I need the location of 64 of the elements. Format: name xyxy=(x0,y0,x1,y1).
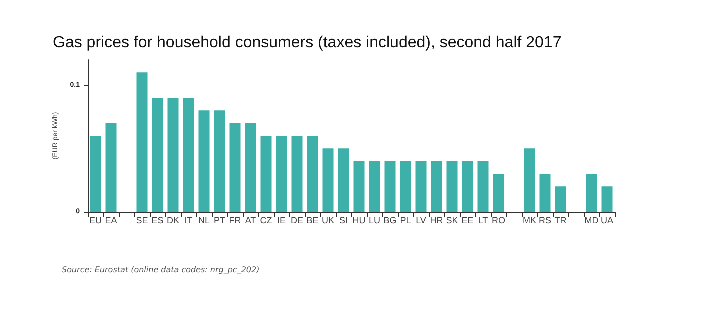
bar xyxy=(431,161,442,212)
x-tick-label: PT xyxy=(214,216,226,226)
bar xyxy=(493,174,504,212)
x-tick-label: EE xyxy=(462,216,474,226)
x-tick-label: BG xyxy=(384,216,397,226)
x-tick-label: DK xyxy=(166,216,180,226)
x-tick-label: BE xyxy=(306,216,319,226)
bar xyxy=(230,123,241,212)
x-tick-label: UK xyxy=(322,216,335,226)
x-tick-label: EU xyxy=(89,216,102,226)
x-tick-label: RO xyxy=(492,216,506,226)
x-tick-label: HR xyxy=(430,216,444,226)
bar xyxy=(400,161,412,212)
bar xyxy=(152,98,164,212)
bar xyxy=(292,136,303,212)
x-tick-label: CZ xyxy=(260,216,273,226)
bar xyxy=(136,72,148,212)
bar xyxy=(524,148,536,212)
bar xyxy=(446,161,458,212)
bar xyxy=(462,161,474,212)
bar xyxy=(198,110,210,212)
bar xyxy=(168,98,179,212)
x-tick-label: RS xyxy=(538,216,552,226)
bar xyxy=(354,161,365,212)
x-tick-label: TR xyxy=(554,216,568,226)
x-tick-label: ES xyxy=(152,216,164,226)
bar xyxy=(322,148,334,212)
x-tick-label: DE xyxy=(290,216,304,226)
bar xyxy=(478,161,489,212)
bar xyxy=(90,136,102,212)
x-tick-label: LV xyxy=(416,216,426,226)
x-tick-label: LU xyxy=(368,216,381,226)
bar xyxy=(384,161,396,212)
chart-title: Gas prices for household consumers (taxes included), second half 2017 xyxy=(53,34,562,52)
x-tick-label: NL xyxy=(198,216,210,226)
bar xyxy=(106,123,117,212)
bar xyxy=(276,136,288,212)
x-tick-label: LT xyxy=(478,216,489,226)
bar xyxy=(586,174,598,212)
x-tick-label: MD xyxy=(584,216,600,226)
bar xyxy=(540,174,551,212)
x-tick-label: SE xyxy=(136,216,148,226)
bar xyxy=(260,136,272,212)
source-note: Source: Eurostat (online data codes: nrg_pc_202) xyxy=(62,266,260,274)
bar xyxy=(338,148,350,212)
bar xyxy=(214,110,226,212)
bar xyxy=(245,123,256,212)
x-tick-label: IE xyxy=(277,216,286,226)
x-tick-label: SK xyxy=(446,216,458,226)
bar xyxy=(555,186,566,212)
bar xyxy=(307,136,318,212)
x-tick-label: MK xyxy=(523,216,536,226)
x-tick-label: IT xyxy=(184,216,194,226)
x-tick-label: PL xyxy=(400,216,412,226)
bar xyxy=(183,98,194,212)
bar xyxy=(602,186,613,212)
x-tick-label: HU xyxy=(352,216,366,226)
x-tick-label: EA xyxy=(105,216,118,226)
bar xyxy=(416,161,427,212)
x-tick-label: FR xyxy=(229,216,242,226)
x-tick-label: AT xyxy=(245,216,257,226)
x-tick-label: SI xyxy=(339,216,348,226)
x-tick-label: UA xyxy=(600,216,614,226)
bar xyxy=(369,161,380,212)
